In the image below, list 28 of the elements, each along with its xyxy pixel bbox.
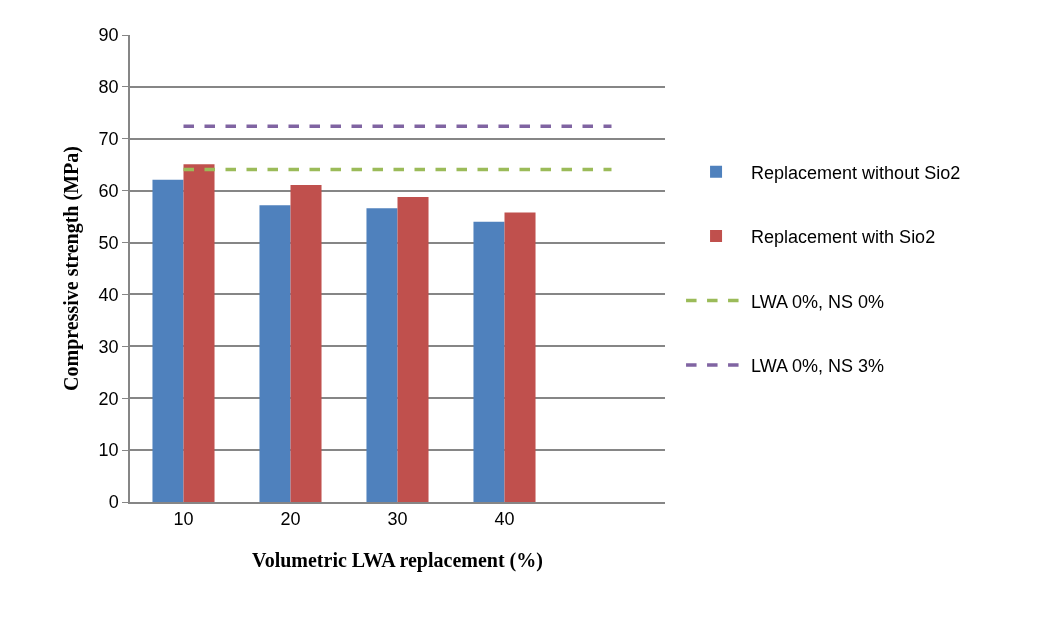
bar [183, 164, 215, 502]
y-tick-label: 0 [108, 492, 119, 513]
bar [473, 221, 505, 502]
legend-label: LWA 0%, NS 0% [751, 291, 885, 312]
y-tick-label: 20 [98, 388, 119, 409]
y-tick-label: 50 [98, 232, 119, 253]
x-tick-label: 40 [494, 509, 515, 530]
y-tick-label: 60 [98, 180, 119, 201]
bar [366, 208, 398, 502]
bar [152, 179, 184, 502]
y-tick-label: 70 [98, 129, 119, 150]
y-axis-title: Compressive strength (MPa) [59, 146, 83, 391]
bar [259, 205, 291, 502]
x-axis-title: Volumetric LWA replacement (%) [252, 549, 543, 573]
x-tick-label: 20 [280, 509, 301, 530]
y-tick-label: 90 [98, 25, 119, 46]
bar [290, 184, 322, 502]
y-tick-label: 40 [98, 284, 119, 305]
x-tick-label: 30 [387, 509, 408, 530]
y-tick-label: 10 [98, 440, 119, 461]
y-tick-label: 80 [98, 77, 119, 98]
legend-label: Replacement with Sio2 [751, 227, 936, 248]
bar [397, 196, 429, 502]
bar [504, 212, 536, 502]
x-tick-label: 10 [173, 509, 194, 530]
y-tick-label: 30 [98, 336, 119, 357]
legend-label: LWA 0%, NS 3% [751, 355, 885, 376]
legend-label: Replacement without Sio2 [751, 162, 961, 183]
